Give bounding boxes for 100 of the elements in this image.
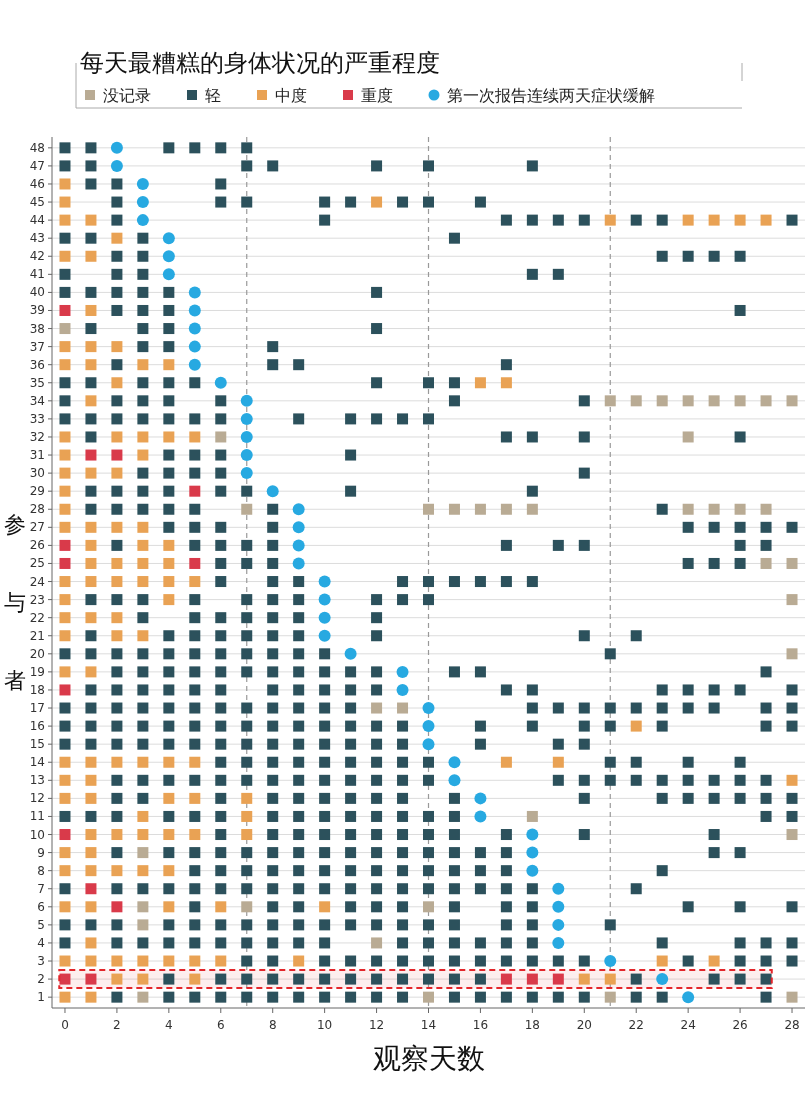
point — [552, 973, 564, 985]
y-tick-label: 41 — [29, 267, 45, 282]
point — [760, 557, 772, 569]
point — [760, 395, 772, 407]
point — [786, 648, 798, 660]
point — [59, 829, 71, 841]
point — [111, 449, 123, 461]
point — [318, 575, 331, 588]
y-tick-label: 11 — [29, 809, 45, 824]
y-tick-label: 12 — [29, 791, 45, 806]
point — [552, 882, 565, 895]
point — [110, 159, 123, 172]
point — [423, 991, 434, 1003]
point — [423, 503, 434, 515]
point — [604, 991, 616, 1003]
x-tick-label: 6 — [216, 1018, 225, 1032]
point — [240, 412, 253, 425]
point — [448, 503, 460, 515]
y-tick-label: 29 — [29, 484, 45, 499]
x-tick-label: 16 — [472, 1018, 489, 1032]
y-tick-label: 48 — [29, 140, 45, 155]
point — [396, 683, 409, 696]
legend-label: 轻 — [205, 85, 221, 105]
x-tick-label: 28 — [784, 1018, 800, 1032]
y-tick-label: 45 — [29, 195, 45, 210]
point — [110, 141, 123, 154]
point — [189, 557, 201, 569]
point — [474, 503, 486, 515]
point — [85, 449, 97, 461]
point — [786, 557, 798, 569]
y-tick-label: 32 — [29, 429, 45, 444]
point — [85, 973, 97, 985]
y-tick-label: 17 — [29, 701, 45, 716]
point — [682, 431, 694, 443]
point — [682, 991, 695, 1004]
y-tick-label: 25 — [29, 556, 45, 571]
point — [240, 467, 253, 480]
y-tick-label: 46 — [29, 176, 45, 191]
y-tick-label: 30 — [29, 466, 45, 481]
y-tick-label: 6 — [37, 899, 45, 914]
point — [59, 539, 71, 551]
y-tick-label: 43 — [29, 231, 45, 246]
y-tick-label: 16 — [29, 719, 45, 734]
point — [292, 521, 305, 534]
y-tick-label: 3 — [37, 954, 45, 969]
point — [397, 702, 409, 714]
legend-label: 重度 — [361, 85, 393, 105]
y-tick-label: 4 — [37, 935, 45, 950]
y-tick-label: 21 — [29, 628, 45, 643]
point — [215, 431, 227, 443]
y-tick-label: 36 — [29, 357, 45, 372]
point — [240, 449, 253, 462]
x-tick-label: 8 — [268, 1018, 277, 1032]
point — [59, 323, 71, 335]
point — [734, 503, 746, 515]
x-tick-label: 2 — [113, 1018, 121, 1032]
point — [448, 774, 461, 787]
point — [682, 503, 694, 515]
point — [137, 847, 149, 859]
point — [786, 829, 798, 841]
y-tick-label: 39 — [29, 303, 45, 318]
point — [189, 485, 201, 497]
point — [188, 304, 201, 317]
point — [422, 738, 435, 751]
y-tick-label: 31 — [29, 448, 45, 463]
x-tick-label: 4 — [165, 1018, 173, 1032]
point — [760, 503, 772, 515]
point — [526, 864, 539, 877]
y-tick-label: 23 — [29, 592, 45, 607]
point — [266, 485, 279, 498]
y-tick-label: 42 — [29, 249, 45, 264]
point — [188, 340, 201, 353]
point — [292, 557, 305, 570]
y-tick-label: 14 — [29, 755, 45, 770]
point — [162, 268, 175, 281]
legend-label: 没记录 — [103, 85, 151, 105]
y-tick-label: 8 — [37, 863, 45, 878]
y-tick-label: 40 — [29, 285, 45, 300]
point — [422, 702, 435, 715]
point — [137, 991, 149, 1003]
y-tick-label: 38 — [29, 321, 45, 336]
y-tick-label: 26 — [29, 538, 45, 553]
point — [396, 665, 409, 678]
x-tick-label: 12 — [368, 1018, 385, 1032]
point — [786, 395, 798, 407]
point — [604, 955, 617, 968]
x-tick-label: 0 — [61, 1018, 69, 1032]
point — [292, 503, 305, 516]
point — [656, 395, 668, 407]
point — [734, 395, 746, 407]
point — [552, 918, 565, 931]
y-tick-label: 47 — [29, 158, 45, 173]
y-tick-label: 24 — [29, 574, 45, 589]
x-axis-title: 观察天数 — [372, 1041, 485, 1075]
point — [526, 828, 539, 841]
point — [136, 214, 149, 227]
point — [371, 937, 383, 949]
point — [214, 376, 227, 389]
point — [500, 503, 512, 515]
point — [136, 177, 149, 190]
